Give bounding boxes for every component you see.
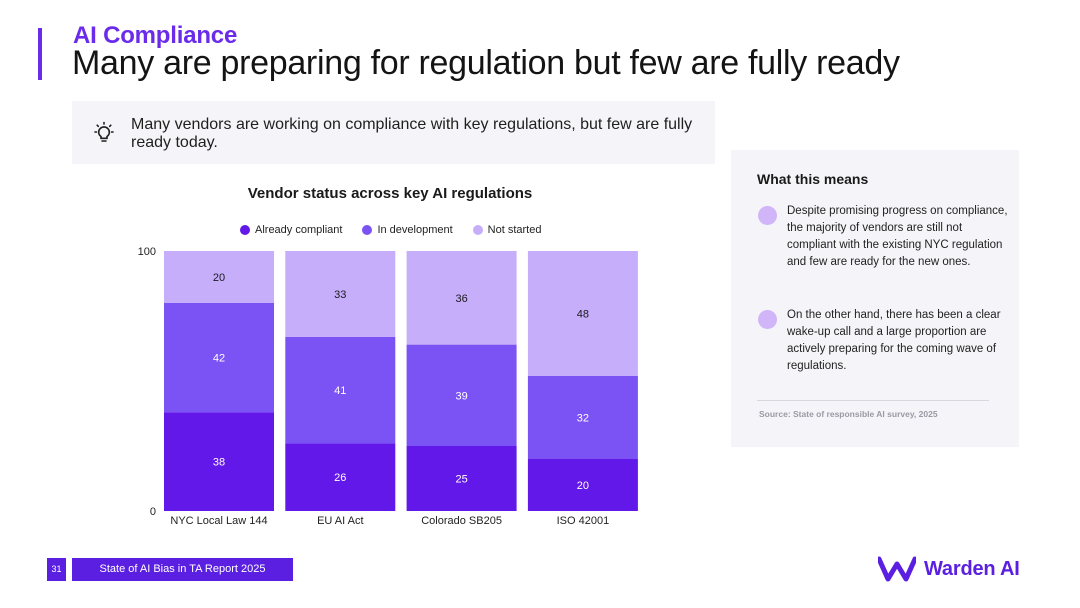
- x-tick-label: ISO 42001: [557, 515, 610, 527]
- legend-swatch: [472, 225, 483, 235]
- page-number: 31: [47, 558, 66, 581]
- data-label: 20: [213, 272, 225, 284]
- x-tick-label: NYC Local Law 144: [170, 515, 267, 527]
- legend-label: Not started: [487, 224, 542, 236]
- legend-label: In development: [377, 224, 453, 236]
- data-label: 36: [455, 293, 467, 305]
- legend-item-not-started: Not started: [472, 224, 542, 236]
- source-note: Source: State of responsible AI survey, …: [759, 409, 938, 419]
- panel-point-text: On the other hand, there has been a clea…: [787, 309, 1001, 372]
- bar-segment: [285, 443, 396, 511]
- bar-segment: [164, 303, 274, 413]
- bar-segment: [164, 412, 274, 511]
- legend-item-already-compliant: Already compliant: [240, 224, 342, 236]
- bar-segment: [285, 251, 396, 337]
- bar-segment: [527, 251, 638, 376]
- bar-segment: [164, 251, 274, 303]
- data-label: 25: [455, 474, 467, 486]
- what-this-means-panel: What this means Despite promising progre…: [731, 150, 1019, 447]
- data-label: 38: [213, 457, 225, 469]
- y-tick-label: 100: [138, 246, 156, 258]
- bullet-dot-icon: [758, 206, 777, 225]
- x-tick-label: Colorado SB205: [421, 515, 502, 527]
- page-title: Many are preparing for regulation but fe…: [72, 44, 900, 82]
- bar-segment: [285, 336, 396, 444]
- legend-swatch: [240, 225, 250, 235]
- x-tick-label: EU AI Act: [317, 515, 363, 527]
- panel-heading: What this means: [757, 171, 869, 187]
- brand-logo: Warden AI: [878, 556, 1020, 582]
- panel-divider: [757, 400, 989, 401]
- warden-w-logo-icon: [878, 556, 916, 582]
- bar-segment: [406, 446, 517, 511]
- brand-name: Warden AI: [924, 557, 1020, 580]
- insight-text: Many vendors are working on compliance w…: [131, 116, 693, 151]
- bullet-dot-icon: [758, 310, 777, 329]
- bar-segment: [406, 251, 517, 345]
- section-kicker: AI Compliance: [73, 22, 238, 49]
- data-label: 32: [577, 412, 589, 424]
- insight-callout: Many vendors are working on compliance w…: [72, 101, 715, 164]
- title-accent-bar: [38, 28, 42, 80]
- chart-title: Vendor status across key AI regulations: [247, 185, 533, 202]
- chart-legend: Already compliant In development Not sta…: [240, 224, 541, 236]
- data-label: 26: [334, 472, 346, 484]
- data-label: 42: [213, 353, 225, 365]
- data-label: 20: [577, 480, 589, 492]
- report-title: State of AI Bias in TA Report 2025: [72, 558, 293, 581]
- lightbulb-icon: [94, 121, 114, 142]
- legend-item-in-development: In development: [362, 224, 453, 236]
- data-label: 41: [334, 385, 346, 397]
- bar-segment: [527, 375, 638, 459]
- panel-point-text: Despite promising progress on compliance…: [787, 205, 1008, 268]
- bar-segment: [527, 459, 638, 511]
- data-label: 48: [577, 308, 589, 320]
- y-tick-label: 0: [150, 506, 156, 518]
- data-label: 33: [334, 289, 346, 301]
- legend-swatch: [362, 225, 373, 235]
- legend-label: Already compliant: [255, 224, 343, 236]
- bar-segment: [406, 344, 517, 446]
- data-label: 39: [455, 390, 467, 402]
